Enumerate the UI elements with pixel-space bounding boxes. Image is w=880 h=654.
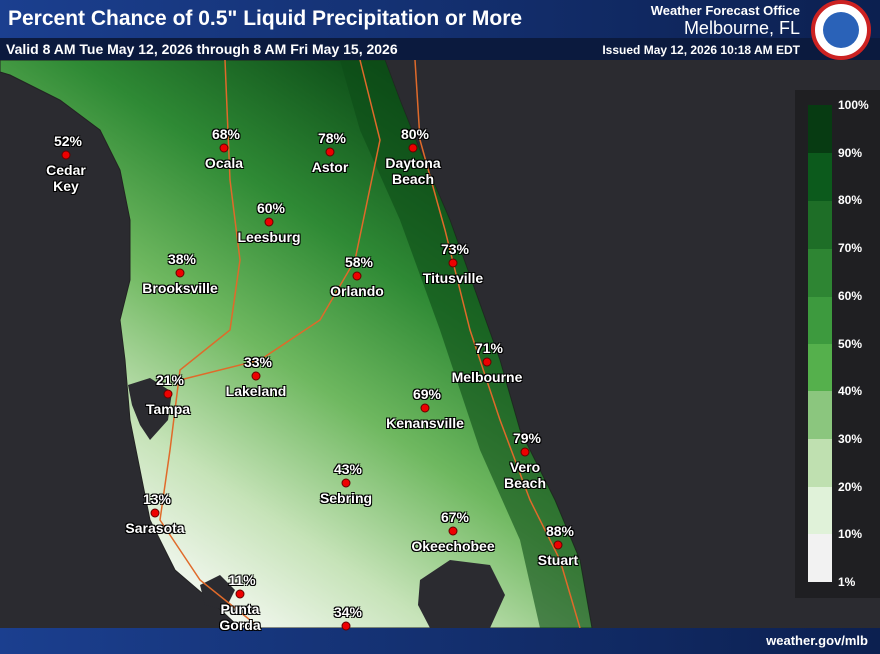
land — [0, 59, 593, 629]
legend-label: 20% — [838, 479, 863, 494]
roads — [159, 59, 581, 629]
legend-label: 50% — [838, 336, 863, 351]
city-dot — [61, 150, 71, 160]
city-dot — [175, 268, 185, 278]
city-dot — [219, 143, 229, 153]
legend-label: 80% — [838, 193, 863, 208]
city-name: Leesburg — [237, 229, 301, 245]
city-name: Titusville — [422, 270, 484, 286]
city-name: Cedar Key — [46, 162, 86, 194]
legend-label: 60% — [838, 288, 863, 303]
city-name: Stuart — [537, 552, 579, 568]
city-name: Punta Gorda — [219, 601, 261, 633]
header-bar — [0, 0, 880, 38]
city-name: Orlando — [330, 283, 384, 299]
subheader-bar — [0, 38, 880, 60]
city-name: Sebring — [319, 490, 373, 506]
city-dot — [448, 526, 458, 536]
city-percent: 13% — [142, 491, 172, 507]
city-name: Sarasota — [125, 520, 185, 536]
city-name: Daytona Beach — [385, 155, 441, 187]
city-dot — [482, 357, 492, 367]
legend-label: 40% — [838, 384, 863, 399]
city-dot — [448, 258, 458, 268]
city-percent: 43% — [333, 461, 363, 477]
city-dot — [341, 621, 351, 631]
city-percent: 67% — [440, 509, 470, 525]
city-dot — [341, 478, 351, 488]
city-percent: 68% — [211, 126, 241, 142]
city-dot — [235, 589, 245, 599]
city-percent: 11% — [228, 572, 256, 588]
legend-label: 70% — [838, 241, 863, 256]
city-dot — [325, 147, 335, 157]
city-percent: 33% — [243, 354, 273, 370]
city-dot — [150, 508, 160, 518]
city-percent: 34% — [333, 604, 363, 620]
city-percent: 79% — [512, 430, 542, 446]
tampa-bay — [128, 378, 172, 440]
city-name: Kenansville — [386, 415, 464, 431]
issued: Issued May 12, 2026 10:18 AM EDT — [602, 43, 800, 57]
legend-label: 10% — [838, 527, 863, 542]
location: Melbourne, FL — [683, 18, 800, 38]
city-dot — [520, 447, 530, 457]
title: Percent Chance of 0.5" Liquid Precipitat… — [8, 7, 523, 30]
city-dot — [420, 403, 430, 413]
city-percent: 73% — [440, 241, 470, 257]
city-dot — [352, 271, 362, 281]
city-percent: 60% — [256, 200, 286, 216]
city-name: Okeechobee — [411, 538, 495, 554]
city-name: Lakeland — [225, 383, 287, 399]
city-name: Tampa — [145, 401, 191, 417]
city-percent: 69% — [412, 386, 442, 402]
city-dot — [163, 389, 173, 399]
city-name: Brooksville — [142, 280, 218, 296]
city-percent: 38% — [167, 251, 197, 267]
city-percent: 52% — [53, 133, 83, 149]
city-dot — [251, 371, 261, 381]
office: Weather Forecast Office — [650, 3, 800, 18]
city-dot — [264, 217, 274, 227]
city-percent: 71% — [474, 340, 504, 356]
city-percent: 21% — [155, 372, 185, 388]
city-name: Astor — [311, 159, 349, 175]
legend-label: 30% — [838, 431, 863, 446]
footer-bar — [0, 628, 880, 654]
legend-label: 90% — [838, 145, 863, 160]
legend-colors — [808, 105, 832, 582]
city-percent: 88% — [545, 523, 575, 539]
city-percent: 58% — [344, 254, 374, 270]
city-dot — [408, 143, 418, 153]
city-percent: 80% — [400, 126, 430, 142]
footer-url: weather.gov/mlb — [766, 633, 868, 648]
east-coast-dark — [340, 60, 592, 628]
valid-time: Valid 8 AM Tue May 12, 2026 through 8 AM… — [6, 41, 398, 57]
nws-logo-inner — [823, 12, 859, 48]
city-percent: 78% — [317, 130, 347, 146]
lake-okeechobee — [418, 560, 505, 628]
city-name: Vero Beach — [503, 459, 547, 491]
legend-label: 1% — [838, 575, 856, 589]
legend-label: 100% — [838, 98, 869, 112]
city-dot — [553, 540, 563, 550]
city-name: Melbourne — [451, 369, 523, 385]
city-name: Ocala — [204, 155, 244, 171]
